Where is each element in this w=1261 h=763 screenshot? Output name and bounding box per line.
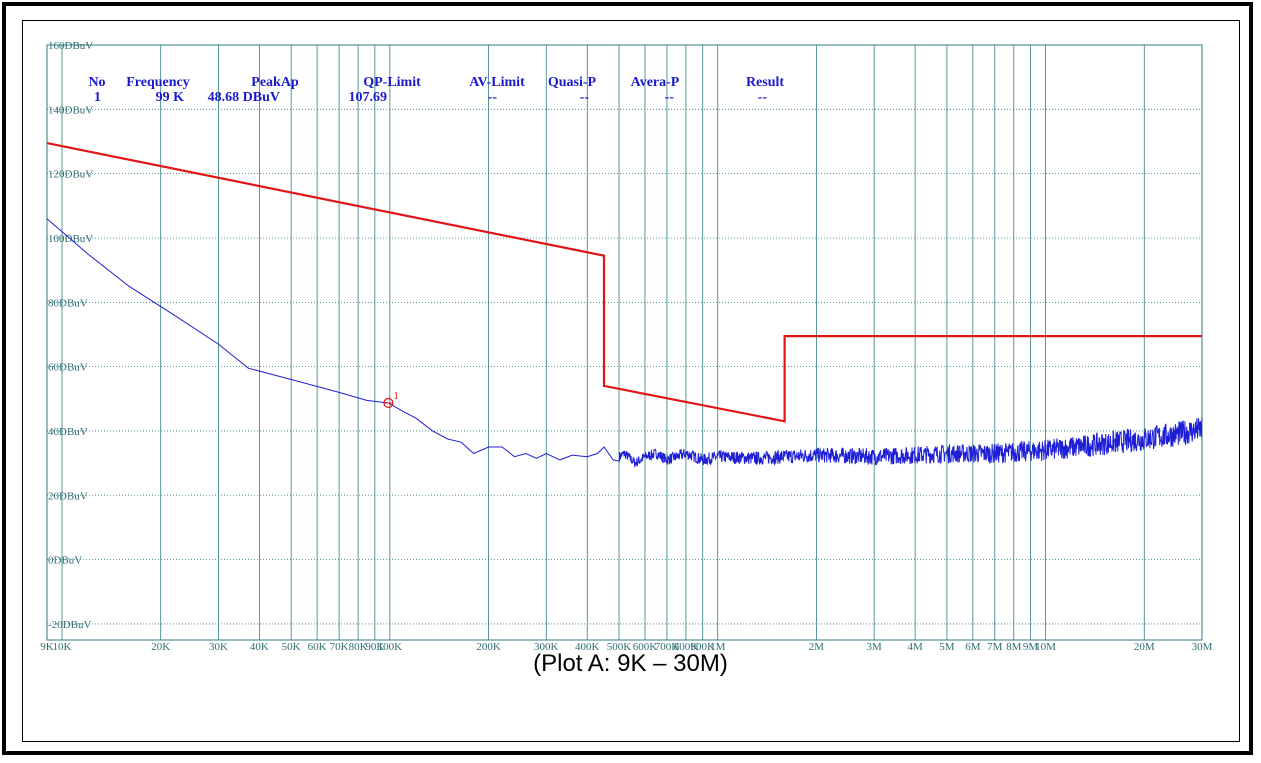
marker-table-cell: 99 K xyxy=(156,90,185,105)
marker-table-cell: 107.69 xyxy=(349,90,388,105)
y-tick-label: 80DBuV xyxy=(48,297,88,309)
measurement-trace xyxy=(46,218,1203,468)
x-tick-label: 3M xyxy=(867,641,883,653)
x-tick-label: 7M xyxy=(987,641,1003,653)
x-tick-label: 6M xyxy=(965,641,981,653)
x-tick-label: 30K xyxy=(209,641,228,653)
marker-table-header: Result xyxy=(746,75,784,90)
x-tick-label: 800K xyxy=(674,641,699,653)
x-tick-label: 10M xyxy=(1035,641,1056,653)
x-tick-label: 500K xyxy=(607,641,632,653)
x-tick-label: 4M xyxy=(907,641,923,653)
marker-table-header: Frequency xyxy=(126,75,190,90)
marker-table-cell: 48.68 DBuV xyxy=(208,90,280,105)
x-tick-label: 9M xyxy=(1023,641,1039,653)
y-tick-label: 60DBuV xyxy=(48,362,88,374)
y-tick-label: 0DBuV xyxy=(48,555,82,567)
marker-table-cell: -- xyxy=(665,90,675,105)
x-tick-label: 400K xyxy=(575,641,600,653)
y-tick-label: 40DBuV xyxy=(48,426,88,438)
x-tick-label: 600K xyxy=(633,641,658,653)
x-tick-label: 10K xyxy=(53,641,72,653)
outer-frame xyxy=(2,2,1253,755)
x-tick-label: 60K xyxy=(308,641,327,653)
x-tick-label: 900K xyxy=(690,641,715,653)
y-tick-label: 160DBuV xyxy=(48,40,93,52)
plot-caption: (Plot A: 9K – 30M) xyxy=(533,650,728,677)
x-tick-label: 1M xyxy=(710,641,726,653)
marker-table-header: AV-Limit xyxy=(469,75,525,90)
x-tick-label: 100K xyxy=(378,641,403,653)
qp-limit-line xyxy=(46,142,1202,423)
marker-table-header: Quasi-P xyxy=(548,75,597,90)
plot-panel xyxy=(22,20,1240,742)
marker-table-header: QP-Limit xyxy=(363,75,421,90)
marker-table-header: PeakAp xyxy=(251,75,299,90)
marker-table-header: No xyxy=(88,75,105,90)
x-tick-label: 700K xyxy=(655,641,680,653)
x-tick-label: 300K xyxy=(534,641,559,653)
x-tick-label: 90K xyxy=(365,641,384,653)
x-tick-label: 40K xyxy=(250,641,269,653)
x-tick-label: 2M xyxy=(809,641,825,653)
marker-table-cell: -- xyxy=(580,90,590,105)
marker-table-header: Avera-P xyxy=(631,75,680,90)
x-tick-label: 20M xyxy=(1134,641,1155,653)
marker-table-cell: -- xyxy=(758,90,768,105)
x-tick-label: 9K xyxy=(40,641,54,653)
y-tick-label: 140DBuV xyxy=(48,104,93,116)
x-tick-label: 8M xyxy=(1006,641,1022,653)
x-tick-label: 30M xyxy=(1192,641,1213,653)
x-tick-label: 70K xyxy=(330,641,349,653)
plot-area-border xyxy=(46,44,1203,641)
marker-table-cell: 1 xyxy=(94,90,101,105)
y-tick-label: 120DBuV xyxy=(48,169,93,181)
marker-label: 1 xyxy=(393,390,399,402)
y-tick-label: -20DBuV xyxy=(48,619,91,631)
x-tick-label: 5M xyxy=(939,641,955,653)
x-tick-label: 20K xyxy=(151,641,170,653)
x-tick-label: 200K xyxy=(476,641,501,653)
x-tick-label: 80K xyxy=(349,641,368,653)
y-tick-label: 20DBuV xyxy=(48,490,88,502)
x-tick-label: 50K xyxy=(282,641,301,653)
marker-table-cell: -- xyxy=(488,90,498,105)
